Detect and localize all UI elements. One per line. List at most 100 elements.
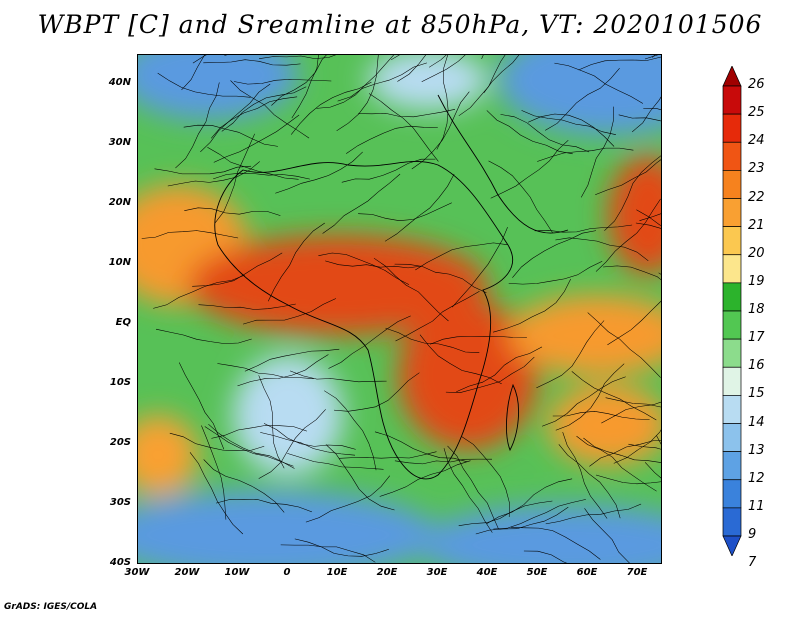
colorbar-label: 18 [748,302,765,317]
streamline [555,363,625,431]
streamline [488,160,553,233]
colorbar-segment [722,395,742,424]
warm-region-sw [138,415,198,495]
colorbar-label: 7 [748,555,757,571]
streamline [613,429,661,464]
cool-region-sa [233,355,343,475]
streamline [258,375,285,469]
colorbar-segment [722,507,742,537]
map-panel [137,54,662,564]
streamline [154,165,252,175]
streamline [384,173,455,242]
colorbar-label: 12 [748,470,765,486]
streamline [374,431,468,463]
streamline [583,437,661,463]
colorbar-segment [722,479,742,509]
lon-label: 70E [626,567,648,578]
streamline [183,124,278,147]
streamline [552,411,650,420]
streamline [287,453,384,470]
streamline [456,346,543,392]
streamline [316,55,395,109]
colorbar-label: 16 [748,358,765,374]
streamline [411,91,470,170]
lat-label: 40N [108,77,131,88]
colorbar-segment [722,198,742,227]
streamline [595,159,661,195]
colorbar-label: 19 [748,273,765,289]
streamlines [141,55,661,563]
colorbar-label: 9 [748,527,757,542]
streamline [203,59,301,66]
streamline [258,409,326,479]
streamline [537,147,634,162]
streamline [325,444,395,511]
streamline [358,202,452,221]
streamline [595,198,661,272]
colorbar-label: 11 [748,498,765,514]
lon-label: 20E [376,567,398,578]
streamline [558,444,621,519]
streamline [542,376,626,427]
colorbar-segment [722,451,742,481]
streamline [445,356,535,393]
streamline [578,56,661,71]
streamline [368,93,439,162]
colorbar-label: 22 [748,189,765,205]
hot-region-congo [398,300,538,450]
streamline [523,550,568,563]
streamline [415,242,508,271]
streamline [157,72,251,98]
streamline [644,462,661,479]
streamline [346,125,438,154]
streamline [527,113,615,147]
streamline [580,106,614,198]
streamline [198,303,296,310]
lat-label: 10S [109,377,131,388]
streamline [294,538,389,557]
streamline [259,55,337,59]
colorbar-segment [722,310,742,340]
streamline [486,110,573,155]
streamline [324,390,377,471]
streamline [244,348,340,372]
lon-label: 30W [124,567,150,578]
chart-title: WBPT [C] and Sreamline at 850hPa, VT: 20… [37,10,763,39]
lon-label: 40E [476,567,498,578]
streamline [233,79,332,85]
lat-label: 40S [109,557,131,568]
streamline [461,436,510,518]
hot-region-sahel [188,235,488,335]
streamline [562,432,608,519]
streamline [595,474,661,485]
streamline [263,423,356,450]
streamline [545,503,642,525]
streamline [458,55,506,117]
colorbar-label: 13 [748,442,765,458]
streamline [141,230,239,239]
streamline [604,155,661,231]
colorbar-segment [722,366,742,396]
streamline [639,213,661,221]
streamline [493,278,571,333]
streamline [271,55,327,106]
streamline [475,506,569,535]
cold-region-s1 [138,490,438,563]
streamline [483,55,520,94]
streamline [607,300,661,346]
streamline [214,133,255,223]
colorbar-label: 20 [748,245,765,261]
credit-text: GrADS: IGES/COLA [4,602,98,612]
colorbar-segment [722,141,742,171]
streamline [643,108,661,111]
streamline [184,207,281,216]
streamline [447,445,499,529]
streamline [555,237,649,262]
colorbar-label: 15 [748,386,765,402]
colorbar-bottom-arrow [722,535,742,556]
streamline [290,81,372,135]
lat-label: 10N [108,257,131,268]
streamline [373,257,449,322]
streamline [153,274,245,309]
streamline [178,362,225,450]
